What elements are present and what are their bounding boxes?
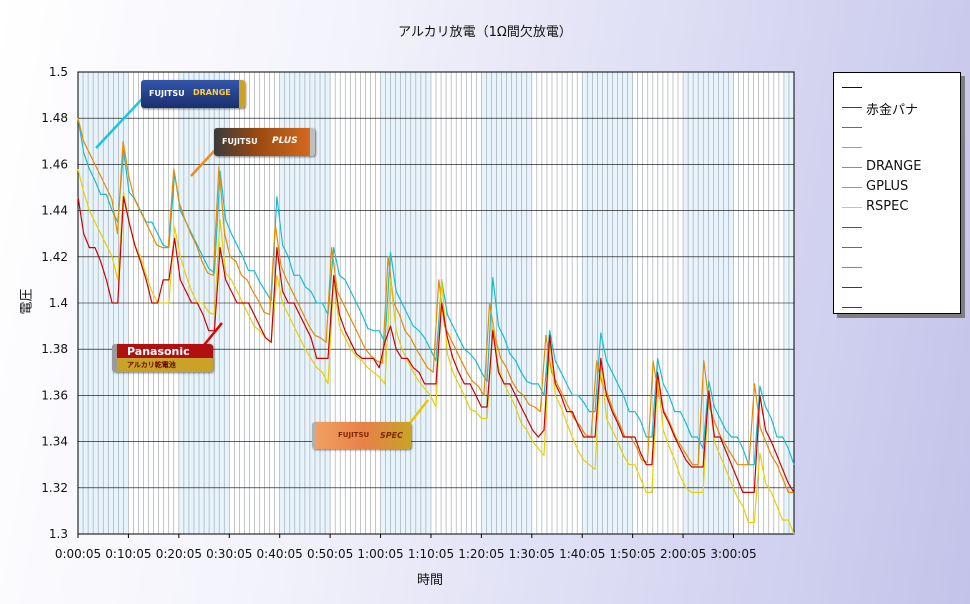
drange-battery-image: FUJITSU DRANGE	[141, 80, 245, 108]
rspec-label-text: SPEC	[380, 431, 403, 440]
legend-label: GPLUS	[866, 179, 909, 194]
y-tick-label: 1.42	[41, 250, 68, 264]
x-tick-label: 1:40:05	[559, 547, 605, 561]
x-tick-label: 3:00:05	[710, 547, 756, 561]
legend-swatch	[842, 247, 862, 248]
y-tick-label: 1.5	[49, 65, 68, 79]
legend: 赤金パナ DRANGE GPLUS RSPEC	[833, 72, 961, 314]
x-tick-label: 0:10:05	[105, 547, 151, 561]
y-tick-label: 1.36	[41, 388, 68, 402]
plot-border	[77, 71, 795, 535]
x-tick-label: 0:20:05	[156, 547, 202, 561]
drange-brand-text: FUJITSU	[149, 89, 185, 98]
panasonic-brand-text: Panasonic	[127, 345, 190, 358]
x-tick-label: 1:10:05	[408, 547, 454, 561]
y-axis-ticks: 1.3 1.32 1.34 1.36 1.38 1.4 1.42 1.44 1.46 1.48 1.…	[41, 65, 68, 541]
rspec-brand-text: FUJITSU	[338, 431, 370, 439]
horizontal-gridlines	[78, 117, 794, 489]
series-line-GPLUS	[77, 118, 794, 493]
gplus-battery-image: FUJITSU PLUS	[214, 128, 315, 156]
drange-label-text: DRANGE	[193, 88, 231, 97]
y-axis-label: 電圧	[19, 288, 35, 315]
y-tick-label: 1.46	[41, 157, 68, 171]
y-tick-label: 1.38	[41, 342, 68, 356]
legend-swatch	[842, 127, 862, 128]
x-tick-label: 1:20:05	[458, 547, 504, 561]
legend-swatch	[842, 307, 862, 308]
legend-swatch	[842, 147, 862, 148]
y-tick-label: 1.4	[49, 296, 68, 310]
x-tick-label: 0:30:05	[206, 547, 252, 561]
gplus-label-text: PLUS	[272, 136, 298, 146]
x-tick-label: 0:00:05	[55, 547, 101, 561]
legend-swatch	[842, 227, 862, 228]
x-tick-label: 2:00:05	[660, 547, 706, 561]
y-tick-label: 1.44	[41, 204, 68, 218]
legend-label: RSPEC	[866, 199, 909, 214]
x-axis-ticks: 0:00:05 0:10:05 0:20:05 0:30:05 0:40:05 0:50:…	[55, 534, 757, 561]
x-tick-label: 1:00:05	[357, 547, 403, 561]
rspec-battery-image: FUJITSU SPEC	[312, 422, 411, 449]
drange-pointer-line	[95, 98, 143, 149]
legend-label: 赤金パナ	[866, 103, 919, 118]
series-line-DRANGE	[77, 118, 795, 466]
legend-label: DRANGE	[866, 159, 922, 174]
y-tick-label: 1.48	[41, 111, 68, 125]
gplus-pointer-line	[190, 149, 216, 177]
legend-swatch	[842, 87, 862, 88]
panasonic-sub-text: アルカリ乾電池	[127, 361, 176, 369]
x-tick-label: 1:30:05	[509, 547, 555, 561]
series-line-赤金パナ	[77, 196, 795, 493]
chart-title: アルカリ放電（1Ω間欠放電）	[398, 25, 572, 40]
legend-swatch	[842, 287, 862, 288]
x-tick-label: 1:50:05	[610, 547, 656, 561]
legend-swatch	[842, 167, 862, 168]
y-tick-label: 1.32	[41, 481, 68, 495]
y-tick-label: 1.34	[41, 435, 68, 449]
gplus-brand-text: FUJITSU	[222, 137, 258, 146]
legend-swatch	[842, 187, 862, 188]
legend-swatch	[842, 207, 862, 208]
y-tick-label: 1.3	[49, 527, 68, 541]
legend-swatch	[842, 267, 862, 268]
x-axis-label: 時間	[416, 573, 443, 588]
x-tick-label: 0:40:05	[257, 547, 303, 561]
series-lines	[77, 118, 795, 535]
panasonic-battery-image: Panasonic アルカリ乾電池	[112, 344, 213, 372]
legend-swatch	[842, 107, 862, 108]
x-tick-label: 0:50:05	[307, 547, 353, 561]
